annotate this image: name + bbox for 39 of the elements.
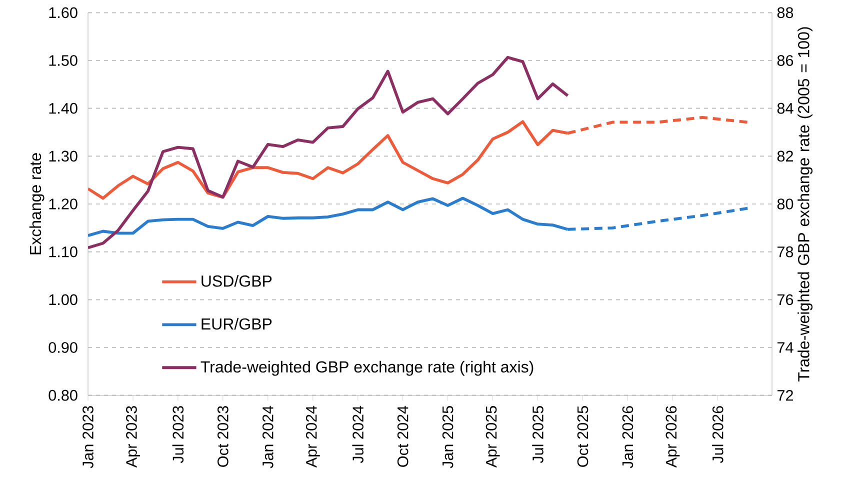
x-tick-label: Jan 2025 bbox=[442, 406, 454, 468]
y2-tick-label: 80 bbox=[777, 198, 794, 210]
y-tick-label: 0.90 bbox=[48, 342, 78, 353]
legend-label: Trade-weighted GBP exchange rate (right axis) bbox=[200, 360, 534, 376]
x-tick-label: Apr 2025 bbox=[486, 406, 500, 468]
x-tick-label: Jul 2026 bbox=[712, 406, 724, 464]
y2-tick-label: 82 bbox=[777, 150, 793, 162]
y-tick-label: 1.00 bbox=[49, 294, 78, 306]
x-tick-label: Apr 2026 bbox=[666, 406, 680, 468]
y2-tick-label: 72 bbox=[778, 390, 793, 401]
x-tick-label: Oct 2023 bbox=[218, 406, 228, 467]
y2-tick-label: 86 bbox=[777, 55, 794, 66]
y2-tick-label: 74 bbox=[778, 342, 794, 353]
y2-tick-label: 84 bbox=[777, 102, 794, 114]
y-tick-label: 1.50 bbox=[49, 55, 78, 66]
x-tick-label: Jul 2024 bbox=[352, 406, 364, 464]
y2-axis-title: Trade-weighted GBP exchange rate (2005 = 100) bbox=[798, 27, 813, 382]
y-tick-label: 1.10 bbox=[49, 246, 78, 258]
x-tick-label: Apr 2023 bbox=[126, 406, 140, 468]
x-tick-label: Jan 2023 bbox=[82, 406, 94, 468]
y-tick-label: 1.30 bbox=[49, 150, 78, 162]
x-tick-label: Jul 2023 bbox=[172, 406, 184, 464]
y2-tick-label: 88 bbox=[777, 7, 794, 18]
y-tick-label: 1.60 bbox=[49, 7, 78, 18]
line-series bbox=[88, 56, 570, 250]
x-tick-label: Apr 2024 bbox=[306, 406, 320, 468]
y2-tick-label: 76 bbox=[778, 294, 794, 306]
legend-label: USD/GBP bbox=[202, 274, 272, 287]
y-tick-label: 0.80 bbox=[48, 390, 78, 401]
y2-tick-label: 78 bbox=[778, 246, 794, 258]
x-tick-label: Jul 2025 bbox=[532, 406, 544, 464]
y-axis-title: Exchange rate bbox=[29, 153, 44, 254]
x-tick-label: Jan 2026 bbox=[622, 406, 634, 468]
x-tick-label: Jan 2024 bbox=[262, 406, 274, 468]
y-tick-label: 1.20 bbox=[49, 198, 78, 210]
x-tick-label: Oct 2025 bbox=[577, 406, 588, 467]
legend-label: EUR/GBP bbox=[202, 318, 272, 330]
x-tick-label: Oct 2024 bbox=[397, 406, 408, 467]
y-tick-label: 1.40 bbox=[49, 102, 78, 114]
